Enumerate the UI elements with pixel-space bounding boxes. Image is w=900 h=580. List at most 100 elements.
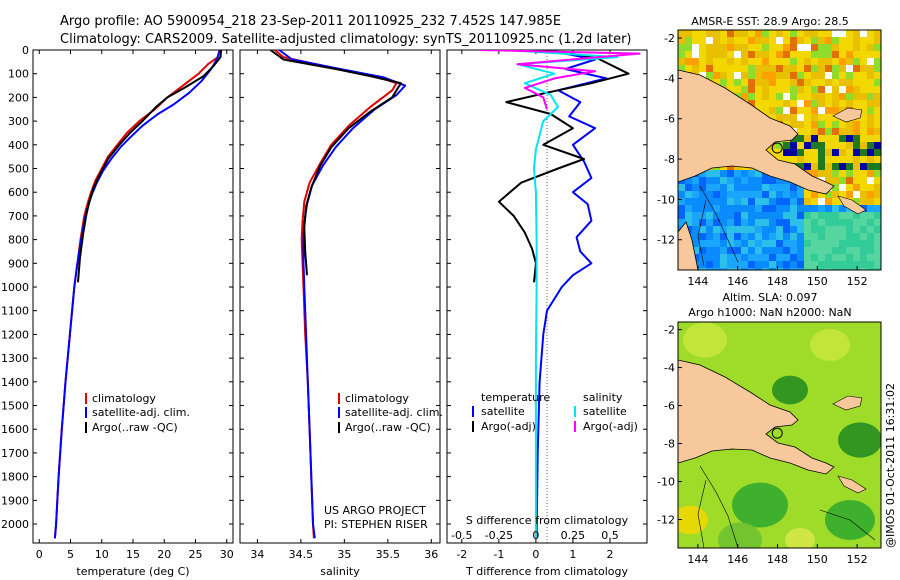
sst-cell: [692, 233, 699, 240]
sst-cell: [734, 254, 741, 261]
sst-cell: [776, 37, 783, 44]
sst-cell: [853, 51, 860, 58]
sst-cell: [748, 219, 755, 226]
sst-cell: [797, 226, 804, 233]
sst-cell: [846, 177, 853, 184]
sst-cell: [755, 170, 762, 177]
sst-cell: [867, 51, 874, 58]
sst-cell: [685, 44, 692, 51]
sst-cell: [811, 268, 818, 270]
sst-cell: [755, 65, 762, 72]
sst-cell: [769, 149, 776, 156]
sst-cell: [846, 184, 853, 191]
sst-cell: [846, 100, 853, 107]
sst-cell: [825, 156, 832, 163]
sst-cell: [776, 226, 783, 233]
sst-cell: [853, 128, 860, 135]
sst-cell: [818, 51, 825, 58]
sst-cell: [874, 233, 881, 240]
sst-cell: [825, 149, 832, 156]
x-tick-label: 5: [67, 548, 74, 561]
sst-cell: [825, 240, 832, 247]
sst-cell: [776, 100, 783, 107]
sst-cell: [811, 72, 818, 79]
sst-cell: [692, 205, 699, 212]
sst-cell: [811, 198, 818, 205]
sst-cell: [860, 79, 867, 86]
sst-cell: [811, 135, 818, 142]
y-tick-label: 1300: [1, 352, 29, 365]
y-tick-label: 200: [8, 91, 29, 104]
sst-cell: [783, 226, 790, 233]
sst-cell: [769, 44, 776, 51]
temperature-axes: [32, 49, 234, 544]
sla-blob: [683, 322, 727, 358]
sst-cell: [867, 72, 874, 79]
sst-cell: [825, 65, 832, 72]
sst-cell: [860, 191, 867, 198]
map-y-tick-label: -8: [664, 153, 675, 166]
sst-cell: [804, 72, 811, 79]
sst-cell: [748, 205, 755, 212]
sst-cell: [839, 93, 846, 100]
sst-cell: [720, 247, 727, 254]
map-y-tick-label: -6: [664, 400, 675, 413]
y-tick-label: 1000: [1, 281, 29, 294]
sst-cell: [706, 44, 713, 51]
map-y-tick-label: -12: [657, 514, 675, 527]
sst-cell: [720, 226, 727, 233]
sst-cell: [762, 191, 769, 198]
sst-cell: [727, 191, 734, 198]
sst-cell: [797, 149, 804, 156]
sst-cell: [692, 184, 699, 191]
sst-cell: [741, 233, 748, 240]
sst-cell: [804, 51, 811, 58]
sst-cell: [727, 226, 734, 233]
sst-cell: [769, 261, 776, 268]
sst-cell: [853, 261, 860, 268]
sst-cell: [748, 30, 755, 37]
series-line-argo-raw-qc-: [77, 50, 223, 283]
map-x-tick-label: 146: [727, 275, 748, 288]
sst-cell: [790, 114, 797, 121]
sst-cell: [867, 93, 874, 100]
y-tick-label: 0: [22, 44, 29, 57]
sst-cell: [734, 261, 741, 268]
sst-cell: [825, 219, 832, 226]
sst-cell: [860, 107, 867, 114]
sst-cell: [853, 156, 860, 163]
sst-cell: [748, 51, 755, 58]
sst-cell: [699, 37, 706, 44]
sst-cell: [734, 240, 741, 247]
sst-cell: [755, 79, 762, 86]
sst-cell: [776, 65, 783, 72]
sst-cell: [818, 72, 825, 79]
sst-cell: [727, 198, 734, 205]
sst-cell: [734, 191, 741, 198]
sst-cell: [797, 93, 804, 100]
x-tick-label: 0: [532, 548, 539, 561]
sst-cell: [867, 121, 874, 128]
sst-cell: [776, 212, 783, 219]
sst-cell: [860, 254, 867, 261]
sst-cell: [853, 72, 860, 79]
sst-cell: [846, 128, 853, 135]
sst-cell: [741, 254, 748, 261]
sst-cell: [874, 198, 881, 205]
sst-cell: [734, 205, 741, 212]
sst-cell: [839, 65, 846, 72]
sst-cell: [832, 163, 839, 170]
sst-cell: [874, 177, 881, 184]
sla-map-panel: Altim. SLA: 0.097 Argo h1000: NaN h2000:…: [657, 291, 882, 566]
sst-cell: [783, 79, 790, 86]
sst-cell: [734, 226, 741, 233]
sst-cell: [832, 268, 839, 270]
sst-cell: [713, 205, 720, 212]
sst-cell: [832, 51, 839, 58]
sst-cell: [734, 65, 741, 72]
sst-cell: [825, 107, 832, 114]
sst-cell: [832, 37, 839, 44]
sst-cell: [769, 30, 776, 37]
sst-cell: [825, 177, 832, 184]
salinity-xlabel: salinity: [320, 565, 360, 578]
